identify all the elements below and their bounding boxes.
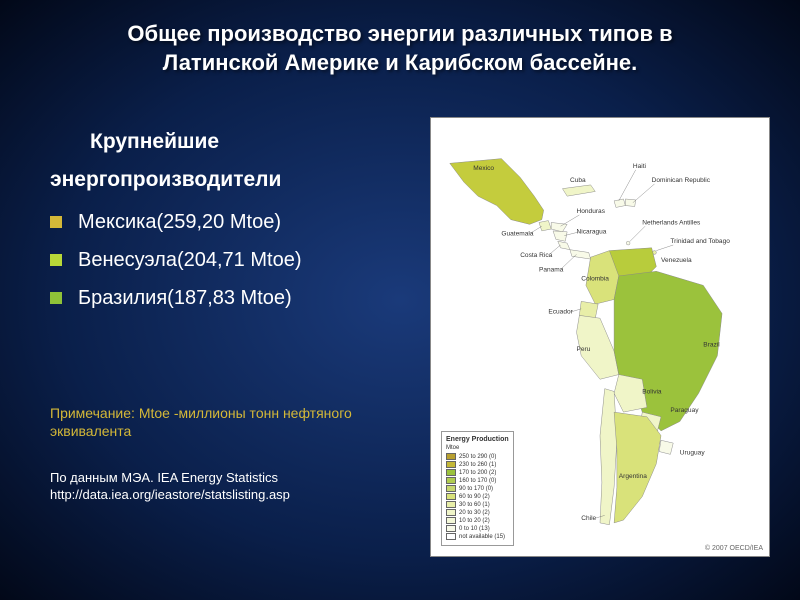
legend-label: 60 to 90 (2) <box>459 494 490 500</box>
label-costarica: Costa Rica <box>520 252 552 259</box>
legend-swatch <box>446 501 456 508</box>
legend-row: 230 to 260 (1) <box>446 461 509 468</box>
label-ecuador: Ecuador <box>548 309 573 316</box>
label-dominican: Dominican Republic <box>652 177 711 184</box>
legend-swatch <box>446 517 456 524</box>
subtitle-line-2: энергопроизводители <box>30 165 410 194</box>
legend-swatch <box>446 469 456 476</box>
title-line-2: Латинской Америке и Карибском бассейне. <box>163 50 638 75</box>
label-argentina: Argentina <box>619 473 647 480</box>
leader-line <box>619 170 636 201</box>
legend-swatch <box>446 485 456 492</box>
country-chile <box>600 389 617 525</box>
leader-line <box>656 245 673 251</box>
label-colombia: Colombia <box>581 276 609 283</box>
map-legend: Energy Production Mtoe 250 to 290 (0) 230… <box>441 431 514 546</box>
legend-row: 170 to 200 (2) <box>446 469 509 476</box>
note-line-1: Примечание: Mtoe -миллионы тонн нефтяног… <box>50 405 352 421</box>
legend-label: 170 to 200 (2) <box>459 470 496 476</box>
label-chile: Chile <box>581 515 596 522</box>
legend-row: 30 to 60 (1) <box>446 501 509 508</box>
label-panama: Panama <box>539 266 564 273</box>
country-antilles <box>626 241 630 245</box>
leader-line <box>548 245 560 255</box>
slide-title: Общее производство энергии различных тип… <box>30 20 770 77</box>
leader-line <box>633 184 655 203</box>
list-item: Венесуэла(204,71 Mtoe) <box>50 244 410 276</box>
legend-row: not available (15) <box>446 533 509 540</box>
country-nicaragua <box>553 231 567 241</box>
subtitle-line-1: Крупнейшие <box>30 127 410 156</box>
country-costarica <box>558 241 570 249</box>
source-line-2: http://data.iea.org/ieastore/statslistin… <box>50 487 290 502</box>
legend-row: 0 to 10 (13) <box>446 525 509 532</box>
list-item: Бразилия(187,83 Mtoe) <box>50 282 410 314</box>
label-uruguay: Uruguay <box>680 450 706 457</box>
country-mexico <box>450 159 544 225</box>
country-uruguay <box>659 440 673 454</box>
legend-row: 20 to 30 (2) <box>446 509 509 516</box>
legend-swatch <box>446 453 456 460</box>
label-mexico: Mexico <box>473 165 494 172</box>
label-antilles: Netherlands Antilles <box>642 220 701 227</box>
leader-line <box>561 255 577 270</box>
label-cuba: Cuba <box>570 177 586 184</box>
country-cuba <box>562 185 595 196</box>
label-haiti: Haiti <box>633 163 647 170</box>
source-citation: По данным МЭА. IEA Energy Statistics htt… <box>30 470 410 504</box>
map-panel: Mexico Cuba Haiti Dominican Republic Gua… <box>430 117 770 557</box>
label-honduras: Honduras <box>577 208 606 215</box>
legend-swatch <box>446 509 456 516</box>
legend-row: 90 to 170 (0) <box>446 485 509 492</box>
label-guatemala: Guatemala <box>501 231 533 238</box>
leader-line <box>561 215 580 226</box>
leader-line <box>630 226 645 241</box>
label-venezuela: Venezuela <box>661 257 692 264</box>
legend-row: 160 to 170 (0) <box>446 477 509 484</box>
legend-label: 160 to 170 (0) <box>459 478 496 484</box>
legend-label: 230 to 260 (1) <box>459 462 496 468</box>
footnote: Примечание: Mtoe -миллионы тонн нефтяног… <box>30 404 410 440</box>
legend-label: 90 to 170 (0) <box>459 486 493 492</box>
label-brazil: Brazil <box>703 342 720 349</box>
map-copyright: © 2007 OECD/IEA <box>705 545 763 552</box>
legend-label: not available (15) <box>459 534 505 540</box>
source-line-1: По данным МЭА. IEA Energy Statistics <box>50 470 278 485</box>
title-line-1: Общее производство энергии различных тип… <box>127 21 672 46</box>
legend-label: 30 to 60 (1) <box>459 502 490 508</box>
label-bolivia: Bolivia <box>642 389 662 396</box>
note-line-2: эквивалента <box>50 423 131 439</box>
legend-swatch <box>446 461 456 468</box>
producer-list: Мексика(259,20 Mtoe) Венесуэла(204,71 Mt… <box>30 206 410 314</box>
legend-unit: Mtoe <box>446 445 509 451</box>
label-peru: Peru <box>577 346 591 353</box>
label-nicaragua: Nicaragua <box>577 229 607 236</box>
legend-label: 20 to 30 (2) <box>459 510 490 516</box>
list-item: Мексика(259,20 Mtoe) <box>50 206 410 238</box>
legend-row: 10 to 20 (2) <box>446 517 509 524</box>
legend-row: 60 to 90 (2) <box>446 493 509 500</box>
slide: Общее производство энергии различных тип… <box>0 0 800 600</box>
legend-swatch <box>446 493 456 500</box>
content-area: Крупнейшие энергопроизводители Мексика(2… <box>30 117 770 557</box>
legend-swatch <box>446 525 456 532</box>
country-dominican <box>625 199 635 207</box>
legend-label: 0 to 10 (13) <box>459 526 490 532</box>
left-column: Крупнейшие энергопроизводители Мексика(2… <box>30 117 410 557</box>
legend-swatch <box>446 477 456 484</box>
legend-title: Energy Production <box>446 436 509 443</box>
country-guatemala <box>539 221 551 231</box>
country-haiti <box>614 199 625 207</box>
legend-label: 250 to 290 (0) <box>459 454 496 460</box>
country-argentina <box>614 412 661 523</box>
label-paraguay: Paraguay <box>670 407 699 414</box>
legend-swatch <box>446 533 456 540</box>
legend-row: 250 to 290 (0) <box>446 453 509 460</box>
label-trinidad: Trinidad and Tobago <box>670 238 730 245</box>
legend-label: 10 to 20 (2) <box>459 518 490 524</box>
